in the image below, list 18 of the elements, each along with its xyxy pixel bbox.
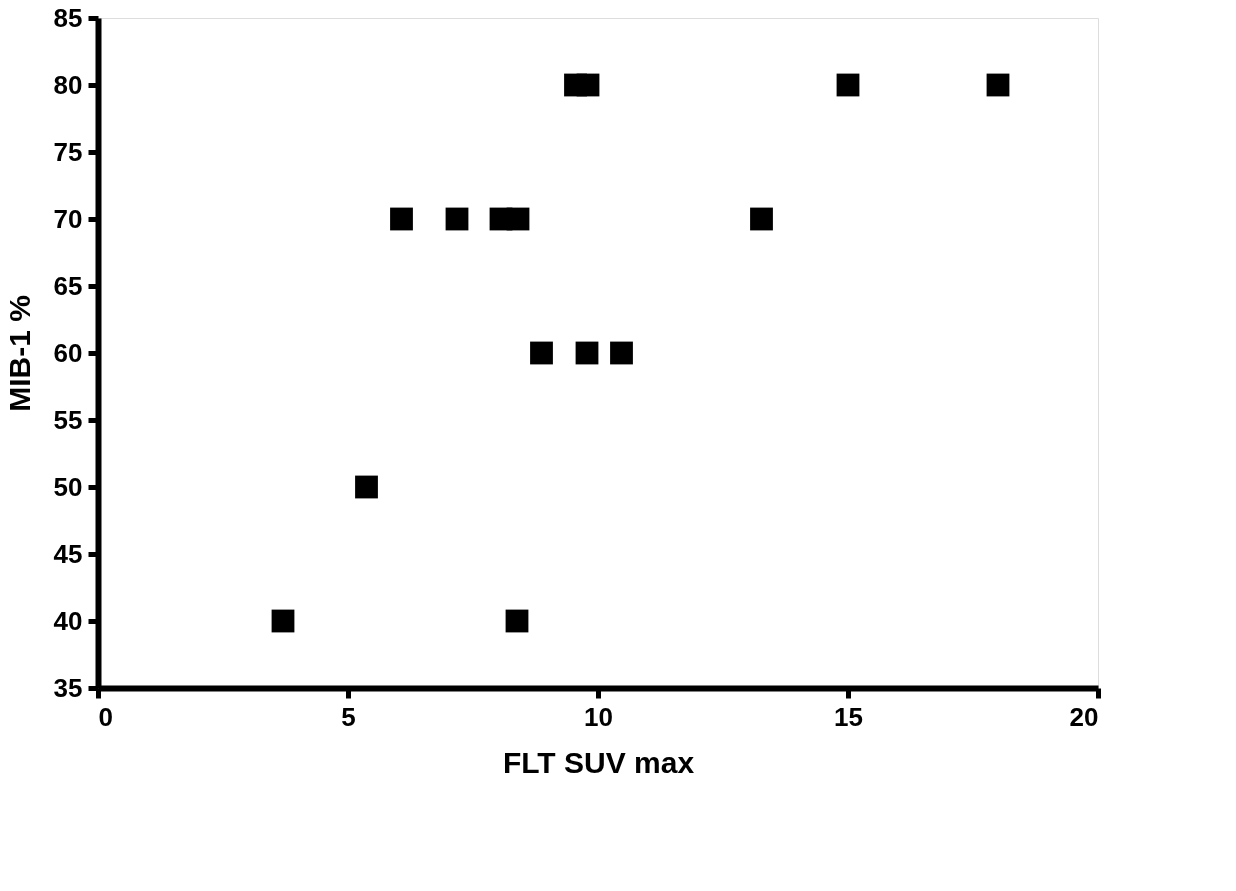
y-tick-label: 50 <box>53 471 83 502</box>
y-tick-label: 60 <box>53 337 83 368</box>
x-tick-label: 10 <box>584 701 613 732</box>
y-tick-label: 55 <box>53 404 83 435</box>
y-tick-label: 75 <box>53 136 83 167</box>
y-tick-label: 80 <box>53 69 83 100</box>
x-tick-label: 20 <box>1069 701 1099 732</box>
x-tick-label: 0 <box>98 701 113 732</box>
y-tick-label: 45 <box>53 538 83 569</box>
y-tick-label: 85 <box>53 2 83 33</box>
y-tick-label: 35 <box>53 672 83 703</box>
y-tick-label: 65 <box>53 270 83 301</box>
y-axis-title: MIB-1 % <box>2 295 36 412</box>
y-tick-label: 40 <box>53 605 83 636</box>
x-tick-label: 15 <box>834 701 863 732</box>
x-axis-title: FLT SUV max <box>502 745 695 779</box>
y-tick-label: 70 <box>53 203 83 234</box>
x-tick-label: 5 <box>341 701 356 732</box>
